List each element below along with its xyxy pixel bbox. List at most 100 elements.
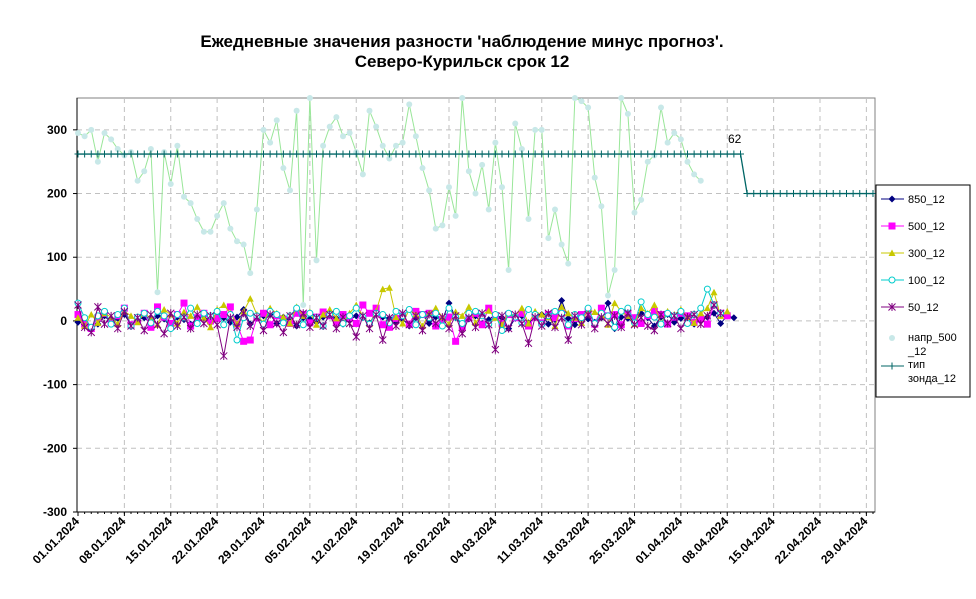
- data-point: [505, 266, 512, 273]
- data-point: [604, 150, 612, 158]
- data-point: [187, 312, 195, 319]
- data-point: [823, 190, 831, 198]
- x-tick-label: 04.03.2024: [447, 514, 500, 567]
- data-point: [187, 304, 195, 312]
- data-point: [604, 319, 612, 328]
- data-point: [194, 216, 201, 223]
- data-point: [352, 332, 361, 341]
- x-tick-label: 01.04.2024: [633, 514, 686, 567]
- data-point: [160, 305, 168, 313]
- data-point: [631, 209, 638, 216]
- legend: 850_12 500_12 300_12 100_12 50_12 напр_5…: [875, 184, 971, 398]
- data-point: [206, 311, 215, 320]
- data-point: [564, 309, 572, 317]
- legend-marker: [888, 276, 896, 284]
- data-point: [485, 150, 493, 158]
- legend-label-sonde-line2: зонда_12: [908, 373, 956, 385]
- data-point: [564, 150, 572, 158]
- data-point: [260, 126, 267, 133]
- data-point: [365, 324, 374, 333]
- data-point: [193, 310, 202, 319]
- data-point: [558, 297, 566, 305]
- data-point: [590, 324, 599, 333]
- data-point: [326, 150, 334, 158]
- data-point: [200, 309, 208, 317]
- data-point: [531, 313, 539, 322]
- data-point: [160, 329, 168, 338]
- data-point: [558, 303, 566, 310]
- data-point: [187, 150, 195, 158]
- data-point: [584, 304, 592, 312]
- data-point: [326, 123, 333, 130]
- data-point: [332, 324, 341, 333]
- data-point: [703, 320, 711, 328]
- x-tick-label: 22.04.2024: [772, 514, 825, 567]
- data-point: [597, 304, 605, 312]
- data-point: [498, 150, 506, 158]
- data-point: [611, 323, 619, 331]
- data-point: [750, 190, 758, 198]
- data-point: [684, 158, 691, 165]
- data-point: [141, 168, 148, 175]
- data-point: [292, 320, 301, 329]
- data-point: [617, 307, 625, 315]
- data-point: [120, 150, 128, 158]
- x-axis: 01.01.202408.01.202415.01.202422.01.2024…: [30, 511, 875, 567]
- data-point: [432, 150, 440, 158]
- data-point: [703, 304, 711, 312]
- data-point: [379, 311, 387, 319]
- data-point: [372, 310, 380, 319]
- data-point: [107, 311, 115, 320]
- data-point: [869, 190, 877, 198]
- data-point: [571, 311, 579, 320]
- data-point: [525, 216, 532, 223]
- data-point: [644, 150, 652, 158]
- data-point: [280, 165, 287, 172]
- data-point: [849, 190, 857, 198]
- data-point: [332, 318, 340, 326]
- data-point: [637, 150, 645, 158]
- data-point: [710, 288, 718, 296]
- data-point: [346, 312, 354, 320]
- data-point: [862, 190, 870, 198]
- data-point: [286, 150, 294, 158]
- data-point: [359, 171, 366, 178]
- data-point: [352, 319, 360, 327]
- data-point: [233, 336, 241, 344]
- data-point: [670, 311, 679, 320]
- data-point: [538, 126, 545, 133]
- data-point: [591, 150, 599, 158]
- data-point: [207, 150, 214, 158]
- data-point: [611, 299, 619, 307]
- data-point: [166, 309, 175, 318]
- data-point: [432, 309, 440, 317]
- data-point: [352, 304, 360, 312]
- data-point: [173, 150, 181, 158]
- data-point: [491, 311, 499, 319]
- data-point: [637, 298, 645, 306]
- data-point: [133, 313, 142, 322]
- data-point: [478, 309, 486, 318]
- data-point: [564, 321, 572, 329]
- data-point: [200, 319, 208, 328]
- data-point: [286, 311, 294, 320]
- data-point: [551, 307, 559, 315]
- data-point: [87, 311, 95, 318]
- data-point: [472, 150, 479, 158]
- legend-label-850: 850_12: [908, 194, 945, 206]
- data-point: [571, 95, 578, 101]
- data-point: [518, 145, 525, 152]
- data-point: [140, 309, 148, 317]
- data-point: [207, 317, 214, 325]
- data-point: [518, 304, 526, 312]
- y-tick-label: 100: [47, 250, 67, 264]
- data-point: [624, 110, 631, 117]
- data-point: [187, 200, 194, 207]
- data-point: [100, 320, 109, 329]
- data-point: [101, 150, 108, 158]
- data-point: [551, 150, 559, 158]
- data-point: [306, 319, 314, 327]
- x-tick-label: 29.01.2024: [215, 514, 268, 567]
- data-point: [697, 150, 705, 158]
- data-point: [379, 150, 387, 158]
